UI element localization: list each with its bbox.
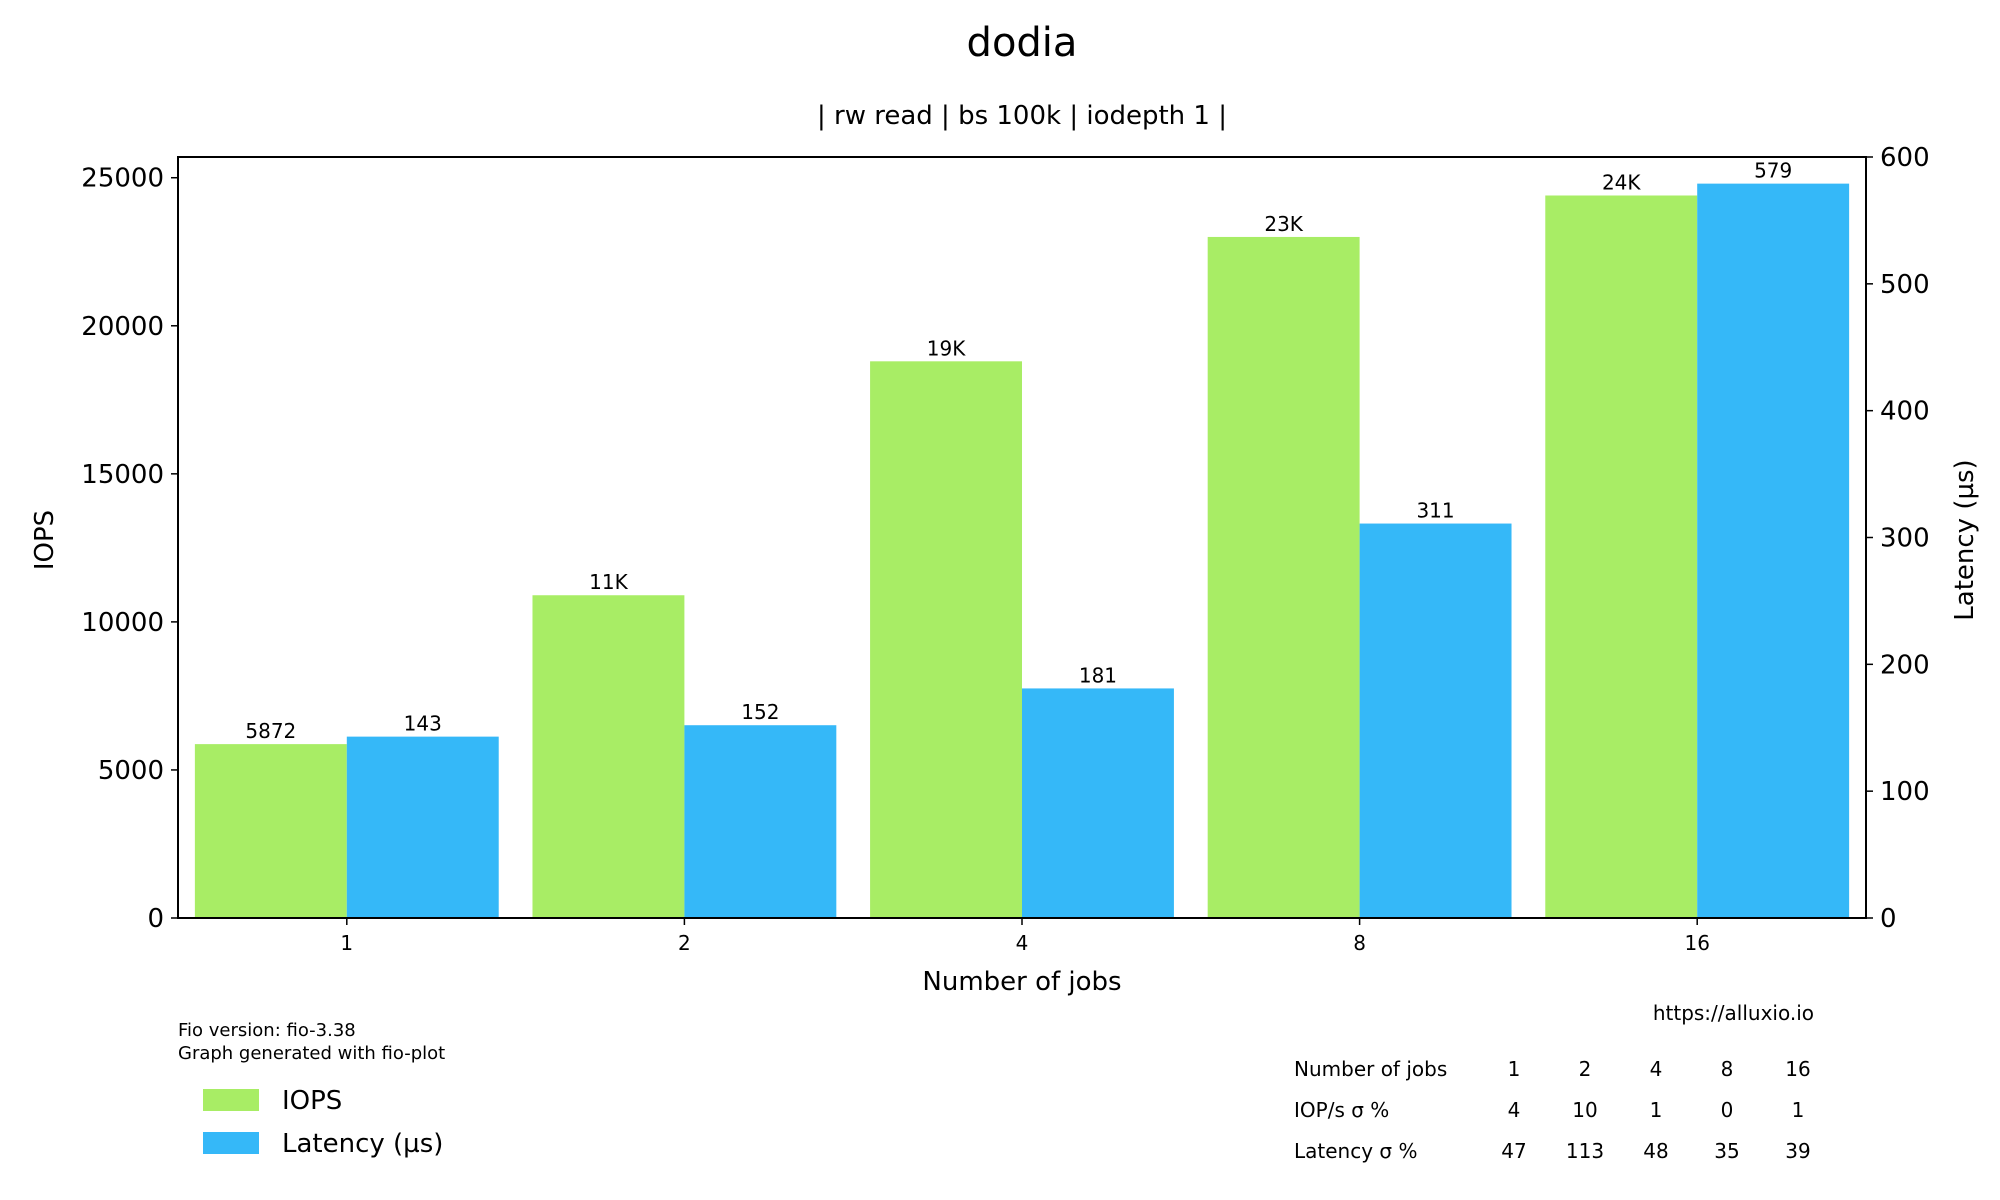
stats-cell: IOP/s σ % [1294, 1098, 1389, 1122]
stats-cell: 1 [1792, 1098, 1805, 1122]
chart-title: dodia [967, 20, 1078, 66]
bar-label-latency-4: 181 [1079, 663, 1117, 687]
stats-cell: 35 [1714, 1139, 1739, 1163]
fio-version-note: Fio version: fio-3.38 [178, 1020, 356, 1041]
y-left-tick-label: 5000 [98, 756, 164, 786]
bars-layer [194, 183, 1850, 919]
stats-header-cell: 16 [1785, 1057, 1810, 1081]
generator-note: Graph generated with fio-plot [178, 1043, 445, 1064]
legend-swatch-iops [203, 1089, 259, 1111]
stats-cell: 10 [1572, 1098, 1597, 1122]
bar-latency-4 [1022, 688, 1174, 918]
legend: IOPS Latency (µs) [203, 1086, 443, 1159]
bar-iops-16 [1545, 195, 1698, 919]
x-tick-label: 1 [340, 931, 353, 955]
stats-cell: Latency σ % [1294, 1139, 1417, 1163]
y-left-tick-label: 25000 [81, 164, 164, 194]
legend-swatch-latency [203, 1132, 259, 1154]
stats-cell: 4 [1508, 1098, 1521, 1122]
y-right-tick-label: 200 [1880, 650, 1930, 680]
x-axis-label: Number of jobs [922, 967, 1121, 997]
bar-label-iops-2: 11K [589, 570, 628, 594]
y-left-tick-label: 10000 [81, 608, 164, 638]
x-tick-label: 8 [1353, 931, 1366, 955]
axes-layer: 1 2 4 8 16 0 5000 10000 15000 20000 25000 0 100 200 30… [81, 143, 1929, 955]
stats-header-cell: 2 [1579, 1057, 1592, 1081]
bar-label-latency-8: 311 [1416, 499, 1454, 523]
y-axis-right-label: Latency (µs) [1950, 459, 1980, 620]
bar-label-iops-16: 24K [1602, 170, 1641, 194]
stats-cell: 113 [1566, 1139, 1604, 1163]
stats-cell: 1 [1650, 1098, 1663, 1122]
chart-subtitle: | rw read | bs 100k | iodepth 1 | [817, 101, 1227, 131]
url-note: https://alluxio.io [1653, 1001, 1814, 1025]
stats-header-cell: Number of jobs [1294, 1057, 1447, 1081]
bar-label-latency-2: 152 [741, 700, 779, 724]
y-left-tick-label: 20000 [81, 312, 164, 342]
bar-label-iops-4: 19K [927, 336, 966, 360]
stats-cell: 39 [1785, 1139, 1810, 1163]
stats-cell: 0 [1721, 1098, 1734, 1122]
bar-latency-1 [346, 736, 499, 918]
x-tick-label: 4 [1016, 931, 1029, 955]
stats-header-cell: 1 [1508, 1057, 1521, 1081]
bar-latency-2 [684, 725, 837, 918]
y-right-tick-label: 100 [1880, 777, 1930, 807]
bar-labels-layer: 5872 143 11K 152 19K 181 23K 311 24K 579 [245, 159, 1792, 743]
bar-iops-2 [532, 595, 685, 918]
stats-header-cell: 4 [1650, 1057, 1663, 1081]
y-right-tick-label: 300 [1880, 524, 1930, 554]
legend-label-iops: IOPS [282, 1086, 342, 1116]
bar-label-latency-1: 143 [404, 712, 442, 736]
bar-latency-8 [1359, 523, 1512, 918]
bar-label-latency-16: 579 [1754, 159, 1792, 183]
stats-cell: 47 [1501, 1139, 1526, 1163]
bar-latency-16 [1697, 183, 1850, 918]
y-right-tick-label: 0 [1880, 904, 1897, 934]
bar-iops-1 [194, 744, 347, 918]
y-right-tick-label: 500 [1880, 270, 1930, 300]
y-axis-left-label: IOPS [30, 510, 60, 570]
bar-iops-4 [870, 361, 1022, 918]
y-left-tick-label: 15000 [81, 460, 164, 490]
y-left-tick-label: 0 [147, 904, 164, 934]
bar-label-iops-8: 23K [1264, 212, 1303, 236]
y-right-tick-label: 600 [1880, 143, 1930, 173]
x-tick-label: 16 [1684, 931, 1709, 955]
stats-header-cell: 8 [1721, 1057, 1734, 1081]
legend-label-latency: Latency (µs) [282, 1129, 443, 1159]
bar-iops-8 [1207, 236, 1360, 919]
y-right-tick-label: 400 [1880, 397, 1930, 427]
stats-cell: 48 [1643, 1139, 1668, 1163]
bar-label-iops-1: 5872 [245, 719, 296, 743]
x-tick-label: 2 [678, 931, 691, 955]
